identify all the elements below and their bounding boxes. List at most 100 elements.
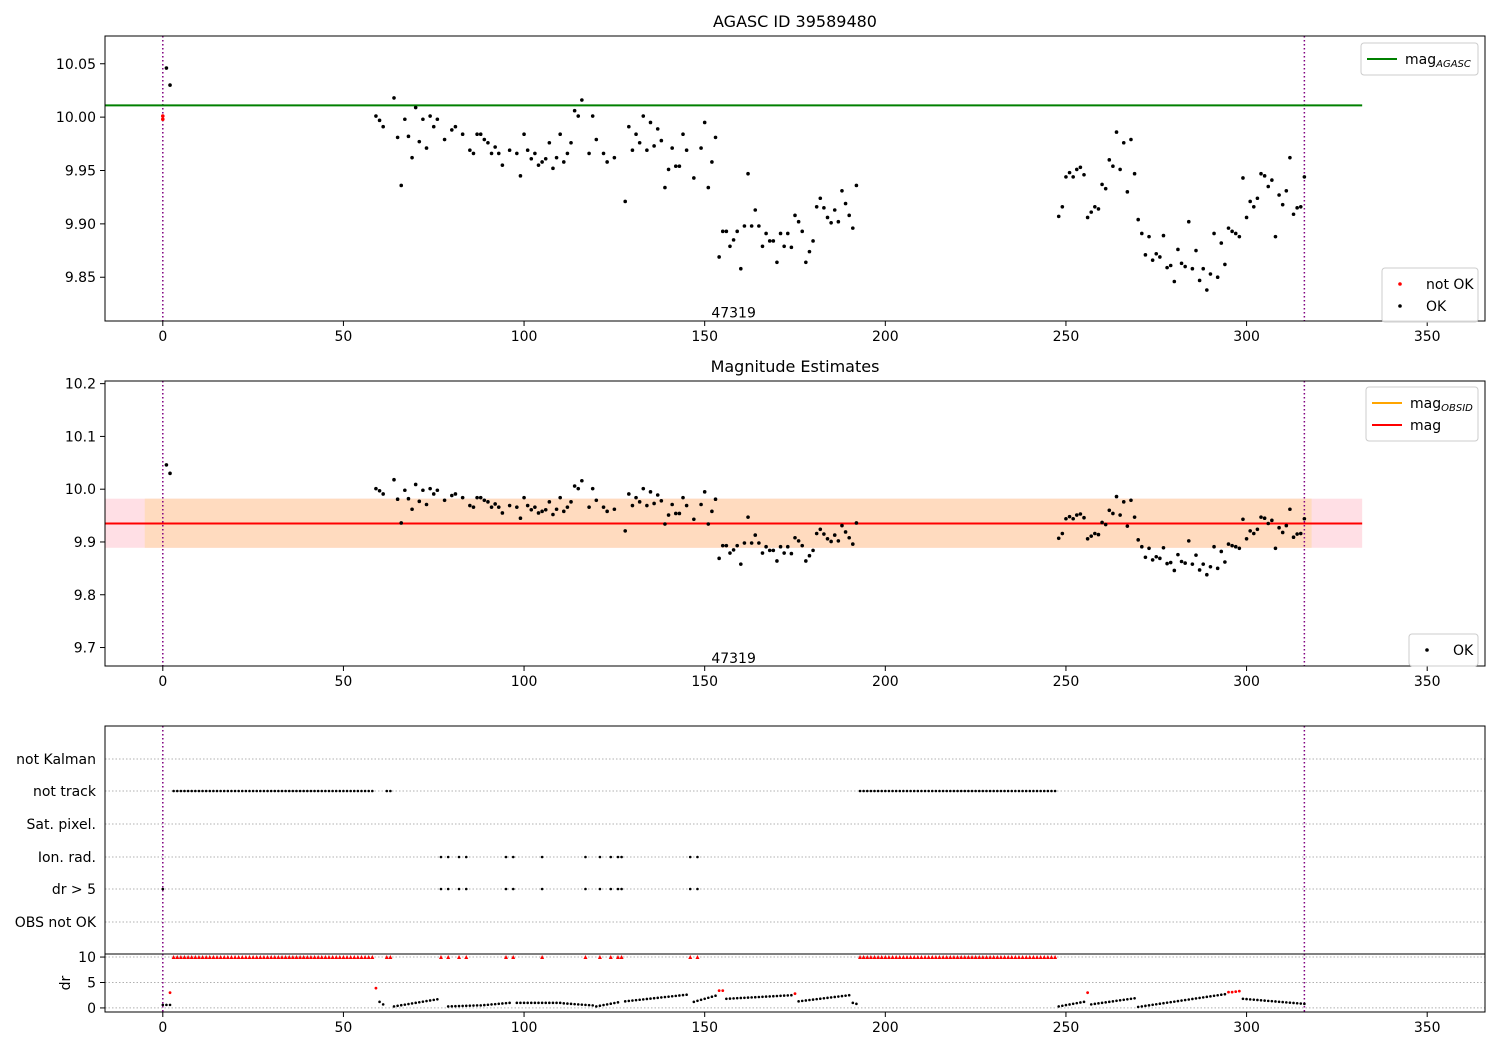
dr-point: [504, 1001, 508, 1005]
ok-point: [576, 114, 581, 118]
ok-point: [782, 551, 786, 555]
dr-point: [576, 1003, 580, 1006]
dr-clipped-marker: [991, 955, 996, 960]
dr-point: [786, 994, 790, 997]
dr-point: [464, 1004, 468, 1008]
ok-point: [558, 495, 562, 500]
ok-point: [594, 498, 599, 503]
dr-clipped-marker: [912, 955, 917, 960]
ok-point: [702, 120, 707, 125]
dr-point: [573, 1002, 576, 1006]
dr-point: [1107, 1000, 1111, 1004]
ok-point: [847, 213, 851, 218]
not-track-flag: [324, 789, 327, 793]
ok-point: [854, 521, 859, 525]
dr-point: [779, 994, 782, 998]
ok-point: [1259, 171, 1263, 176]
dr-point: [649, 997, 652, 1000]
dr-clipped-marker: [951, 955, 956, 960]
ok-point: [543, 156, 548, 161]
ok-point: [1067, 170, 1072, 175]
dr-point: [533, 1001, 537, 1005]
ok-point: [1118, 513, 1122, 517]
dr-point: [822, 996, 826, 1000]
ok-point: [1140, 544, 1144, 549]
dr-gt-5-flag: [511, 887, 515, 891]
dr-point: [844, 994, 847, 997]
ok-point: [442, 498, 447, 503]
dr-clipped-marker: [265, 955, 270, 960]
dr-clipped-marker: [334, 955, 339, 960]
ok-point: [1172, 568, 1177, 573]
dr-point: [710, 995, 714, 999]
not-track-flag: [291, 789, 295, 793]
ok-point: [655, 127, 660, 131]
ok-point: [641, 486, 646, 491]
not-track-flag: [945, 789, 949, 793]
dr-clipped-marker: [933, 955, 938, 960]
not-ok-point: [161, 117, 165, 122]
ok-point: [587, 505, 591, 509]
not-track-flag: [956, 789, 959, 793]
ok-point: [1107, 158, 1112, 162]
ok-point: [1096, 532, 1101, 537]
dr-point: [1295, 1001, 1299, 1005]
dr-clipped-marker: [619, 955, 624, 960]
ok-point: [1096, 207, 1101, 211]
ok-point: [374, 114, 378, 118]
dr-gt-5-flag: [540, 887, 544, 891]
ok-point: [767, 239, 772, 243]
ok-point: [735, 229, 739, 234]
not-track-flag: [266, 789, 269, 793]
ok-point: [641, 114, 646, 118]
ok-point: [1244, 215, 1249, 220]
dr-point: [1093, 1002, 1097, 1006]
not-track-flag: [887, 789, 891, 793]
ion-rad-flag: [446, 855, 450, 859]
dr-clipped-marker: [341, 955, 346, 960]
ok-point: [522, 132, 526, 137]
x-tick-label: 200: [872, 329, 899, 345]
dr-gt-5-flag: [446, 887, 450, 891]
ok-point: [1078, 165, 1083, 170]
ok-point: [673, 511, 678, 516]
ok-point: [832, 208, 837, 212]
dr-point: [472, 1004, 475, 1007]
ok-point: [1179, 559, 1184, 564]
dr-point: [519, 1001, 522, 1005]
ok-point: [424, 146, 429, 150]
not-track-flag: [302, 789, 305, 793]
dr-point: [410, 1002, 414, 1005]
dr-point: [1154, 1002, 1158, 1006]
ok-point: [829, 220, 833, 225]
dr-point: [768, 995, 772, 998]
not-track-flag: [269, 789, 273, 793]
ok-point: [796, 539, 801, 543]
not-track-flag: [996, 789, 999, 793]
dr-point: [493, 1002, 497, 1006]
ok-point: [1071, 175, 1075, 179]
dr-point: [750, 996, 753, 999]
dr-gt-5-flag: [688, 887, 692, 891]
ok-point: [1158, 556, 1162, 561]
not-track-flag: [255, 789, 259, 793]
ok-point: [1215, 275, 1220, 280]
ok-point: [735, 543, 739, 548]
dr-point: [609, 1002, 613, 1005]
ok-point: [536, 163, 541, 167]
x-tick-label: 350: [1414, 1020, 1441, 1036]
ion-rad-flag: [598, 855, 602, 859]
dr-point: [660, 996, 663, 999]
legend-box: [1381, 267, 1479, 323]
ok-point: [1270, 178, 1274, 182]
dr-gt-5-flag: [584, 887, 587, 891]
dr-point: [381, 1003, 385, 1006]
ok-point: [1111, 511, 1115, 516]
dr-clipped-marker: [1013, 955, 1018, 960]
dr-clipped-marker: [294, 955, 299, 960]
dr-point: [1180, 999, 1183, 1002]
dr-point: [678, 994, 681, 997]
dr-clipped-marker: [883, 955, 888, 960]
ok-point: [1132, 171, 1137, 176]
dr-point: [725, 997, 728, 1001]
